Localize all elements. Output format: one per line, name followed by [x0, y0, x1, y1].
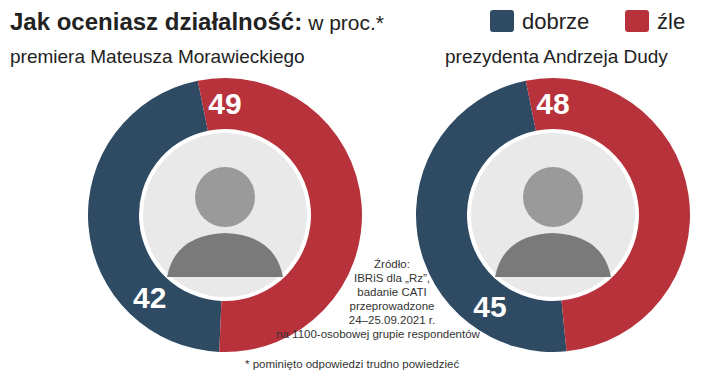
legend-label: dobrze [522, 9, 589, 34]
data-label: 49 [208, 87, 241, 120]
data-label: 45 [473, 290, 506, 323]
source-line: przeprowadzone [349, 300, 434, 312]
portrait [143, 133, 307, 297]
source: Źródło: IBRiS dla „Rz”, badanie CATI przepr… [276, 258, 480, 340]
title-suffix: w proc.* [307, 11, 384, 34]
legend-label: źle [657, 9, 685, 34]
chart-root: Jak oceniasz działalność:w proc.*premier… [0, 0, 720, 375]
legend-swatch [625, 10, 649, 32]
data-label: 48 [536, 87, 569, 120]
slices [88, 78, 362, 352]
donut-chart: prezydenta Andrzeja Dudy 45 48 [416, 46, 690, 352]
source-line: IBRiS dla „Rz”, [354, 272, 430, 284]
data-label: 42 [133, 281, 166, 314]
source-line: 24–25.09.2021 r. [349, 314, 435, 326]
footnote: * pominięto odpowiedzi trudno powiedzieć [245, 358, 459, 370]
slices [416, 78, 690, 352]
source-line: badanie CATI [357, 286, 426, 298]
portrait [471, 133, 635, 297]
title: Jak oceniasz działalność:w proc.* [10, 8, 384, 35]
title-main: Jak oceniasz działalność: [10, 8, 302, 35]
chart-title: premiera Mateusza Morawieckiego [10, 46, 305, 67]
legend-swatch [490, 10, 514, 32]
source-line: na 1100-osobowej grupie respondentów [276, 328, 480, 340]
chart-title: prezydenta Andrzeja Dudy [445, 46, 668, 67]
source-line: Źródło: [374, 258, 410, 270]
